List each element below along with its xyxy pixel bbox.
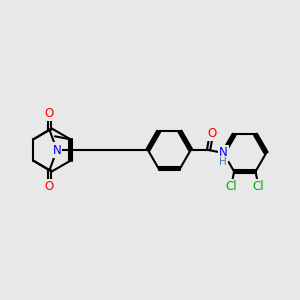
Text: N: N xyxy=(219,146,228,160)
Text: Cl: Cl xyxy=(225,180,237,193)
Text: O: O xyxy=(45,107,54,120)
Text: H: H xyxy=(219,157,227,167)
Text: N: N xyxy=(52,143,61,157)
Text: Cl: Cl xyxy=(253,180,264,193)
Text: O: O xyxy=(207,127,216,140)
Text: O: O xyxy=(45,180,54,193)
